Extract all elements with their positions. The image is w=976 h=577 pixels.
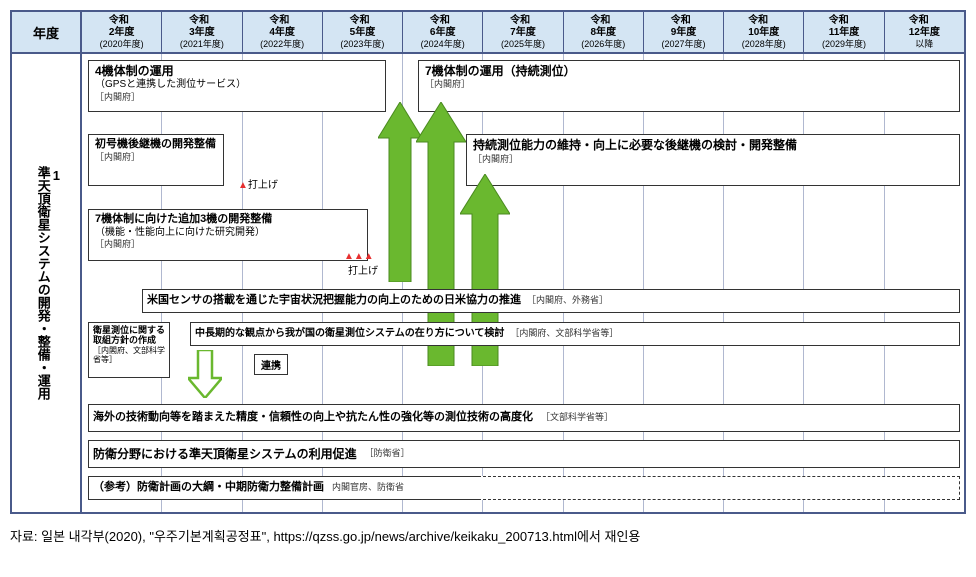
year-col-2020: 令和2年度(2020年度) [82,12,162,52]
bar-reference-plan: （参考）防衛計画の大綱・中期防衛力整備計画 内閣官房、防衛省 [88,476,478,500]
cooperation-label: 連携 [254,354,288,375]
year-col-after: 令和12年度以降 [885,12,964,52]
launch-mark-1: ▲打上げ [238,176,278,191]
bar-successor-dev: 初号機後継機の開発整備 ［内閣府］ [88,134,224,186]
chart-body: 1 準天頂衛星システムの開発・整備・運用 4機体制の運用 （GPSと連携した測位… [12,54,964,512]
header-row: 年度 令和2年度(2020年度) 令和3年度(2021年度) 令和4年度(202… [12,12,964,54]
year-axis-label: 年度 [12,12,82,52]
bar-defense-use: 防衛分野における準天頂衛星システムの利用促進 ［防衛省］ [88,440,960,468]
bar-4sat-operation: 4機体制の運用 （GPSと連携した測位サービス） ［内閣府］ [88,60,386,112]
section-title: 準天頂衛星システムの開発・整備・運用 [36,166,51,400]
year-col-2025: 令和7年度(2025年度) [483,12,563,52]
grid-area: 4機体制の運用 （GPSと連携した測位サービス） ［内閣府］ 7機体制の運用（持… [82,54,964,512]
bar-future-successor: 持続測位能力の維持・向上に必要な後継機の検討・開発整備 ［内閣府］ [466,134,960,186]
year-col-2023: 令和5年度(2023年度) [323,12,403,52]
bar-7sat-operation: 7機体制の運用（持続測位） ［内閣府］ [418,60,960,112]
bar-policy-creation: 衛星測位に関する取組方針の作成 ［内閣府、文部科学省等］ [88,322,170,378]
year-col-2021: 令和3年度(2021年度) [162,12,242,52]
down-arrow-icon [188,350,222,398]
year-col-2024: 令和6年度(2024年度) [403,12,483,52]
roadmap-chart: 年度 令和2年度(2020年度) 令和3年度(2021年度) 令和4年度(202… [10,10,966,514]
bar-reference-dashed [478,476,960,500]
bar-us-sensor: 米国センサの搭載を通じた宇宙状況把握能力の向上のための日米協力の推進 ［内閣府、… [142,289,960,313]
bar-overseas-tech: 海外の技術動向等を踏まえた精度・信頼性の向上や抗たん性の強化等の測位技術の高度化… [88,404,960,432]
bars-layer: 4機体制の運用 （GPSと連携した測位サービス） ［内閣府］ 7機体制の運用（持… [82,54,964,512]
section-label: 1 準天頂衛星システムの開発・整備・運用 [12,54,82,512]
year-col-2026: 令和8年度(2026年度) [564,12,644,52]
year-col-2027: 令和9年度(2027年度) [644,12,724,52]
bar-additional-3: 7機体制に向けた追加3機の開発整備 （機能・性能向上に向けた研究開発） ［内閣府… [88,209,368,261]
bar-midlong-review: 中長期的な観点から我が国の衛星測位システムの在り方について検討 ［内閣府、文部科… [190,322,960,346]
year-col-2029: 令和11年度(2029年度) [804,12,884,52]
source-caption: 자료: 일본 내각부(2020), "우주기본계획공정표", https://q… [10,526,966,545]
section-number: 1 [53,166,60,187]
launch-mark-2: ▲▲▲打上げ [344,251,378,277]
year-col-2022: 令和4年度(2022年度) [243,12,323,52]
year-col-2028: 令和10年度(2028年度) [724,12,804,52]
